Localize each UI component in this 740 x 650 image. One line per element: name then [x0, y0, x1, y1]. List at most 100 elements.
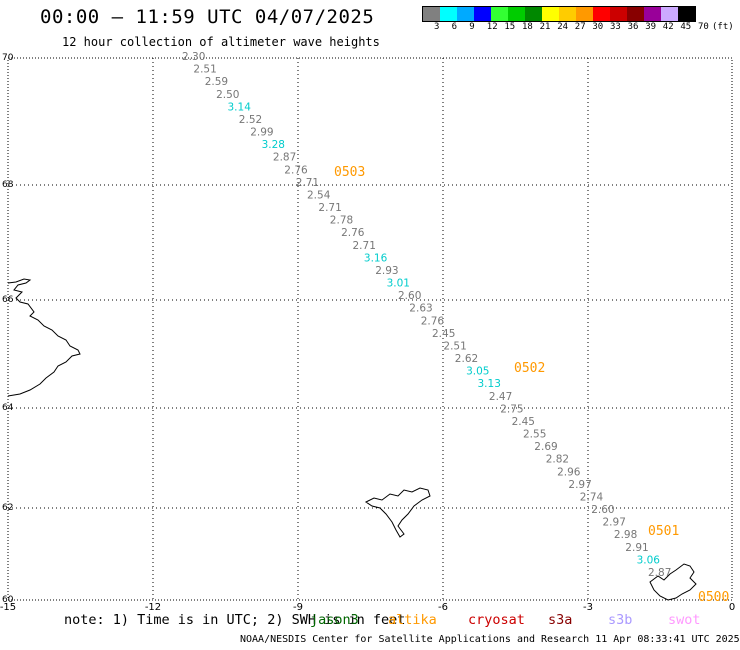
satellite-legend-item: swot [668, 612, 701, 628]
scale-swatch [644, 7, 661, 21]
color-scale-labels: 3 6 9 12 15 18 21 24 27 30 33 36 39 42 45 70 [422, 22, 740, 34]
wave-height-value: 3.16 [364, 252, 388, 264]
scale-swatch [542, 7, 559, 21]
wave-height-value: 2.69 [534, 441, 557, 453]
scale-swatch [559, 7, 576, 21]
scale-label: 12 [486, 22, 498, 32]
satellite-legend-item: jason3 [310, 612, 359, 628]
wave-height-value: 2.45 [432, 328, 455, 340]
satellite-legend-item: s3b [608, 612, 633, 628]
wave-height-value: 2.63 [409, 303, 432, 315]
longitude-label: -15 [0, 602, 16, 613]
wave-height-value: 2.99 [250, 127, 273, 139]
wave-height-value: 2.71 [296, 177, 319, 189]
satellite-legend-item: altika [388, 612, 437, 628]
latitude-label: 64 [2, 403, 14, 413]
scale-label: 21 [539, 22, 551, 32]
wave-height-value: 2.59 [205, 76, 228, 88]
wave-height-value: 2.71 [318, 202, 341, 214]
track-time-label: 0503 [334, 165, 365, 180]
scale-swatch [627, 7, 644, 21]
scale-label: 30 [592, 22, 604, 32]
wave-height-value: 2.76 [284, 164, 308, 176]
wave-height-value: 2.76 [421, 315, 445, 327]
track-time-label: 0501 [648, 524, 679, 539]
scale-swatch [440, 7, 457, 21]
wave-height-value: 3.05 [466, 366, 489, 378]
scale-swatch [593, 7, 610, 21]
wave-height-value: 2.82 [546, 454, 569, 466]
scale-swatch [610, 7, 627, 21]
wave-height-value: 2.60 [398, 290, 421, 302]
map-title: 00:00 — 11:59 UTC 04/07/2025 [40, 6, 375, 28]
scale-label: 36 [627, 22, 639, 32]
wave-height-value: 2.55 [523, 429, 546, 441]
wave-height-value: 2.51 [443, 341, 466, 353]
longitude-label: -6 [438, 602, 448, 613]
wave-height-value: 2.47 [489, 391, 512, 403]
wave-height-value: 2.51 [193, 64, 216, 76]
latitude-label: 60 [2, 595, 14, 605]
scale-swatch [491, 7, 508, 21]
scale-label: 6 [451, 22, 458, 32]
scale-label: 15 [504, 22, 516, 32]
wave-height-value: 2.54 [307, 189, 331, 201]
scale-swatch [457, 7, 474, 21]
faroe-islands [365, 487, 431, 538]
wave-height-value: 2.96 [557, 466, 581, 478]
scale-swatch [678, 7, 695, 21]
shetland-islands [649, 563, 697, 601]
wave-height-value: 3.14 [228, 101, 252, 113]
wave-height-value: 2.93 [375, 265, 398, 277]
wave-height-value: 3.01 [387, 278, 410, 290]
scale-label: 39 [645, 22, 657, 32]
scale-swatch [474, 7, 491, 21]
scale-unit: (ft) [712, 22, 734, 32]
scale-label: 70 [698, 22, 709, 32]
scale-swatch [525, 7, 542, 21]
scale-swatch [508, 7, 525, 21]
satellite-legend-item: cryosat [468, 612, 525, 628]
wave-height-value: 2.71 [353, 240, 376, 252]
altika-track: 2.302.512.592.503.142.522.993.282.872.76… [182, 51, 729, 605]
scale-label: 27 [574, 22, 586, 32]
wave-height-value: 2.87 [648, 567, 671, 579]
scale-swatch [423, 7, 440, 21]
credit-line: NOAA/NESDIS Center for Satellite Applica… [240, 634, 740, 645]
color-scale [422, 6, 696, 22]
wave-height-value: 3.28 [262, 139, 285, 151]
wave-height-value: 2.87 [273, 152, 296, 164]
wave-height-value: 3.06 [637, 554, 661, 566]
longitude-label: -12 [145, 602, 161, 613]
longitude-label: -3 [583, 602, 593, 613]
track-time-label: 0500 [698, 590, 729, 605]
wave-height-value: 2.62 [455, 353, 478, 365]
wave-height-value: 2.75 [500, 403, 523, 415]
scale-label: 24 [557, 22, 569, 32]
wave-height-value: 2.98 [614, 529, 637, 541]
wave-height-value: 2.97 [603, 517, 626, 529]
wave-height-value: 2.60 [591, 504, 614, 516]
wave-height-value: 2.45 [512, 416, 535, 428]
scale-label: 42 [662, 22, 674, 32]
satellite-legend-item: s3a [548, 612, 573, 628]
wave-height-value: 2.97 [568, 479, 591, 491]
wave-height-value: 2.76 [341, 227, 365, 239]
coastlines [7, 278, 697, 601]
iceland-coastline [7, 278, 81, 397]
scale-swatch [661, 7, 678, 21]
scale-label: 33 [610, 22, 621, 32]
latitude-label: 66 [2, 295, 14, 305]
footer-note: note: 1) Time is in UTC; 2) SWH is in fe… [64, 612, 406, 628]
wave-height-value: 2.50 [216, 89, 239, 101]
wave-height-value: 2.74 [580, 492, 604, 504]
longitude-label: 0 [729, 602, 735, 613]
wave-height-value: 2.30 [182, 51, 205, 63]
scale-label: 3 [434, 22, 440, 32]
latitude-label: 62 [2, 503, 13, 513]
wave-height-value: 2.52 [239, 114, 262, 126]
wave-height-value: 2.91 [625, 542, 648, 554]
scale-label: 18 [522, 22, 533, 32]
wave-height-value: 2.78 [330, 215, 353, 227]
